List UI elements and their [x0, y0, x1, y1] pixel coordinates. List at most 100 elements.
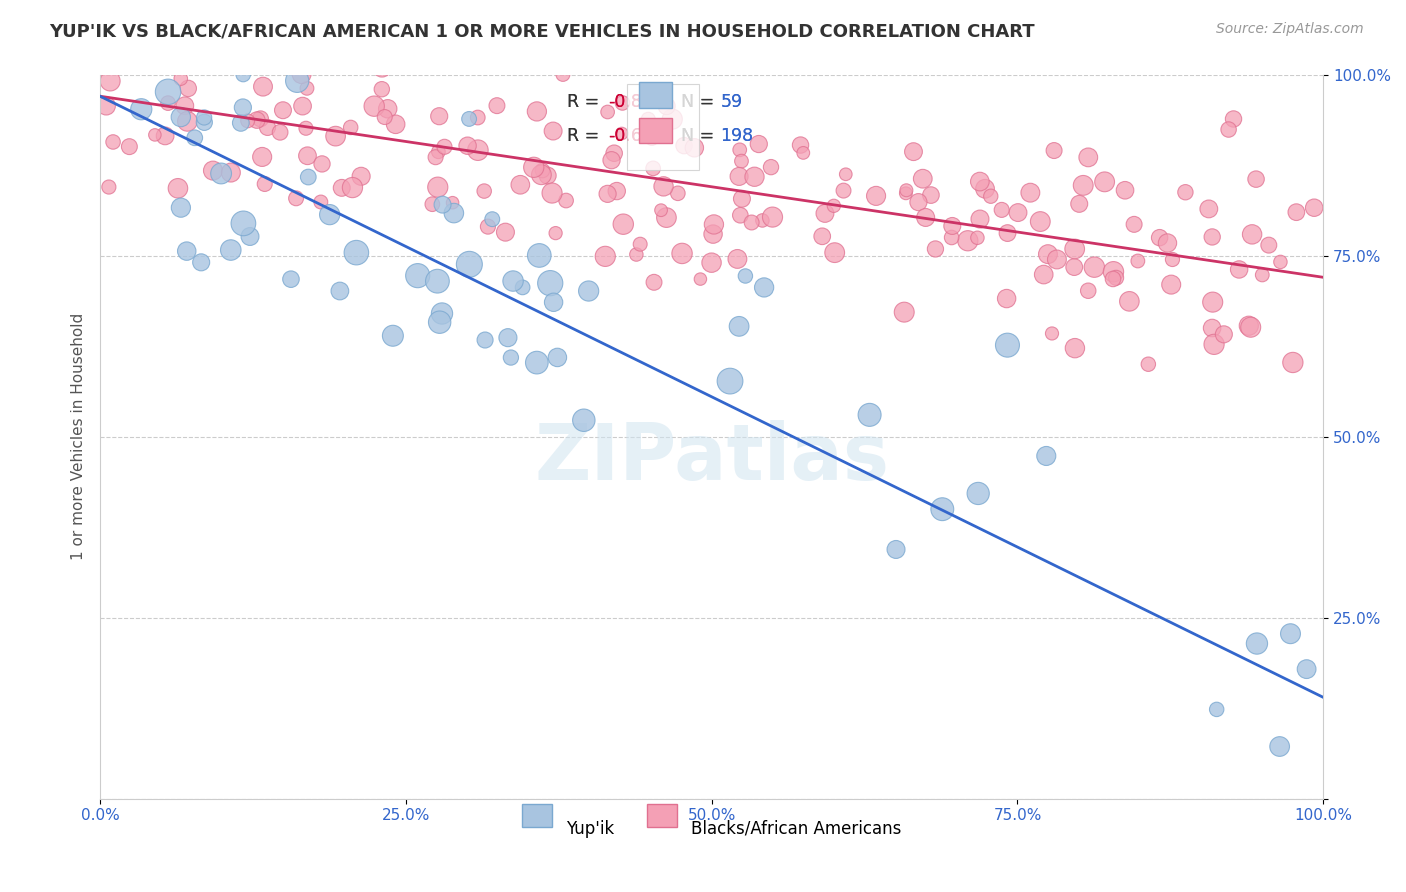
- Point: [256, 120, 278, 135]
- Point: [157, 85, 180, 99]
- Point: [485, 98, 508, 112]
- Point: [884, 542, 907, 557]
- Point: [792, 145, 814, 160]
- Point: [176, 244, 198, 259]
- Point: [374, 110, 396, 124]
- Point: [1240, 320, 1263, 334]
- Point: [1114, 183, 1136, 197]
- Point: [139, 53, 162, 67]
- Point: [1043, 144, 1066, 158]
- Point: [969, 175, 991, 189]
- Point: [377, 102, 399, 116]
- Point: [1077, 150, 1099, 164]
- Text: -0.652: -0.652: [607, 127, 664, 145]
- Point: [183, 130, 205, 145]
- Point: [458, 112, 481, 126]
- Point: [689, 272, 711, 286]
- Point: [1303, 201, 1326, 215]
- Point: [363, 99, 385, 113]
- Point: [219, 243, 242, 257]
- Point: [761, 210, 783, 224]
- Point: [811, 229, 834, 244]
- Point: [330, 181, 353, 195]
- Point: [97, 180, 120, 194]
- Point: [1268, 739, 1291, 754]
- Point: [911, 171, 934, 186]
- Point: [941, 219, 963, 233]
- Point: [641, 132, 664, 146]
- Point: [643, 275, 665, 289]
- Text: 198: 198: [720, 127, 754, 145]
- Point: [526, 104, 548, 119]
- Point: [1102, 265, 1125, 279]
- Point: [430, 306, 453, 320]
- Point: [718, 374, 741, 388]
- Point: [219, 165, 242, 179]
- Point: [420, 197, 443, 211]
- Point: [730, 154, 752, 169]
- Point: [626, 247, 648, 261]
- Point: [170, 201, 193, 215]
- Point: [236, 113, 259, 128]
- Point: [426, 180, 449, 194]
- Point: [751, 213, 773, 227]
- Point: [924, 242, 946, 256]
- Point: [1279, 626, 1302, 640]
- Point: [295, 121, 318, 136]
- Text: 198: 198: [720, 127, 754, 145]
- Point: [966, 231, 988, 245]
- Text: N =: N =: [681, 127, 720, 145]
- Point: [131, 53, 153, 67]
- Point: [496, 331, 519, 345]
- Point: [748, 136, 770, 151]
- Point: [127, 53, 149, 67]
- Point: [201, 163, 224, 178]
- Point: [295, 81, 318, 95]
- Point: [941, 230, 963, 244]
- Point: [129, 102, 152, 116]
- Point: [1077, 284, 1099, 298]
- Text: R =: R =: [568, 93, 605, 111]
- Point: [425, 150, 447, 164]
- Point: [541, 186, 564, 200]
- Point: [371, 61, 394, 75]
- Point: [538, 276, 561, 290]
- Point: [193, 111, 215, 125]
- Point: [1063, 242, 1085, 256]
- Point: [531, 163, 554, 178]
- Point: [101, 135, 124, 149]
- Point: [311, 157, 333, 171]
- Point: [1212, 327, 1234, 342]
- Point: [603, 146, 626, 161]
- Point: [1007, 205, 1029, 219]
- Point: [1205, 702, 1227, 716]
- Point: [606, 184, 628, 198]
- Point: [1241, 227, 1264, 242]
- Point: [477, 219, 499, 234]
- Point: [1063, 260, 1085, 274]
- Point: [555, 194, 578, 208]
- Point: [637, 112, 659, 127]
- Text: R =: R =: [568, 93, 605, 111]
- Point: [1069, 197, 1091, 211]
- Point: [427, 109, 450, 123]
- Point: [1035, 449, 1057, 463]
- Point: [1156, 235, 1178, 250]
- Text: -0.652: -0.652: [607, 127, 664, 145]
- Point: [530, 168, 553, 182]
- Point: [546, 351, 568, 365]
- Point: [1198, 202, 1220, 216]
- Point: [342, 180, 364, 194]
- Point: [914, 211, 936, 225]
- Point: [1244, 172, 1267, 186]
- Point: [578, 284, 600, 298]
- Point: [183, 53, 205, 67]
- Point: [433, 140, 456, 154]
- Point: [350, 169, 373, 184]
- Point: [1064, 341, 1087, 355]
- Point: [297, 149, 319, 163]
- Point: [1094, 175, 1116, 189]
- Point: [170, 71, 193, 86]
- Point: [429, 315, 451, 329]
- Point: [117, 53, 139, 67]
